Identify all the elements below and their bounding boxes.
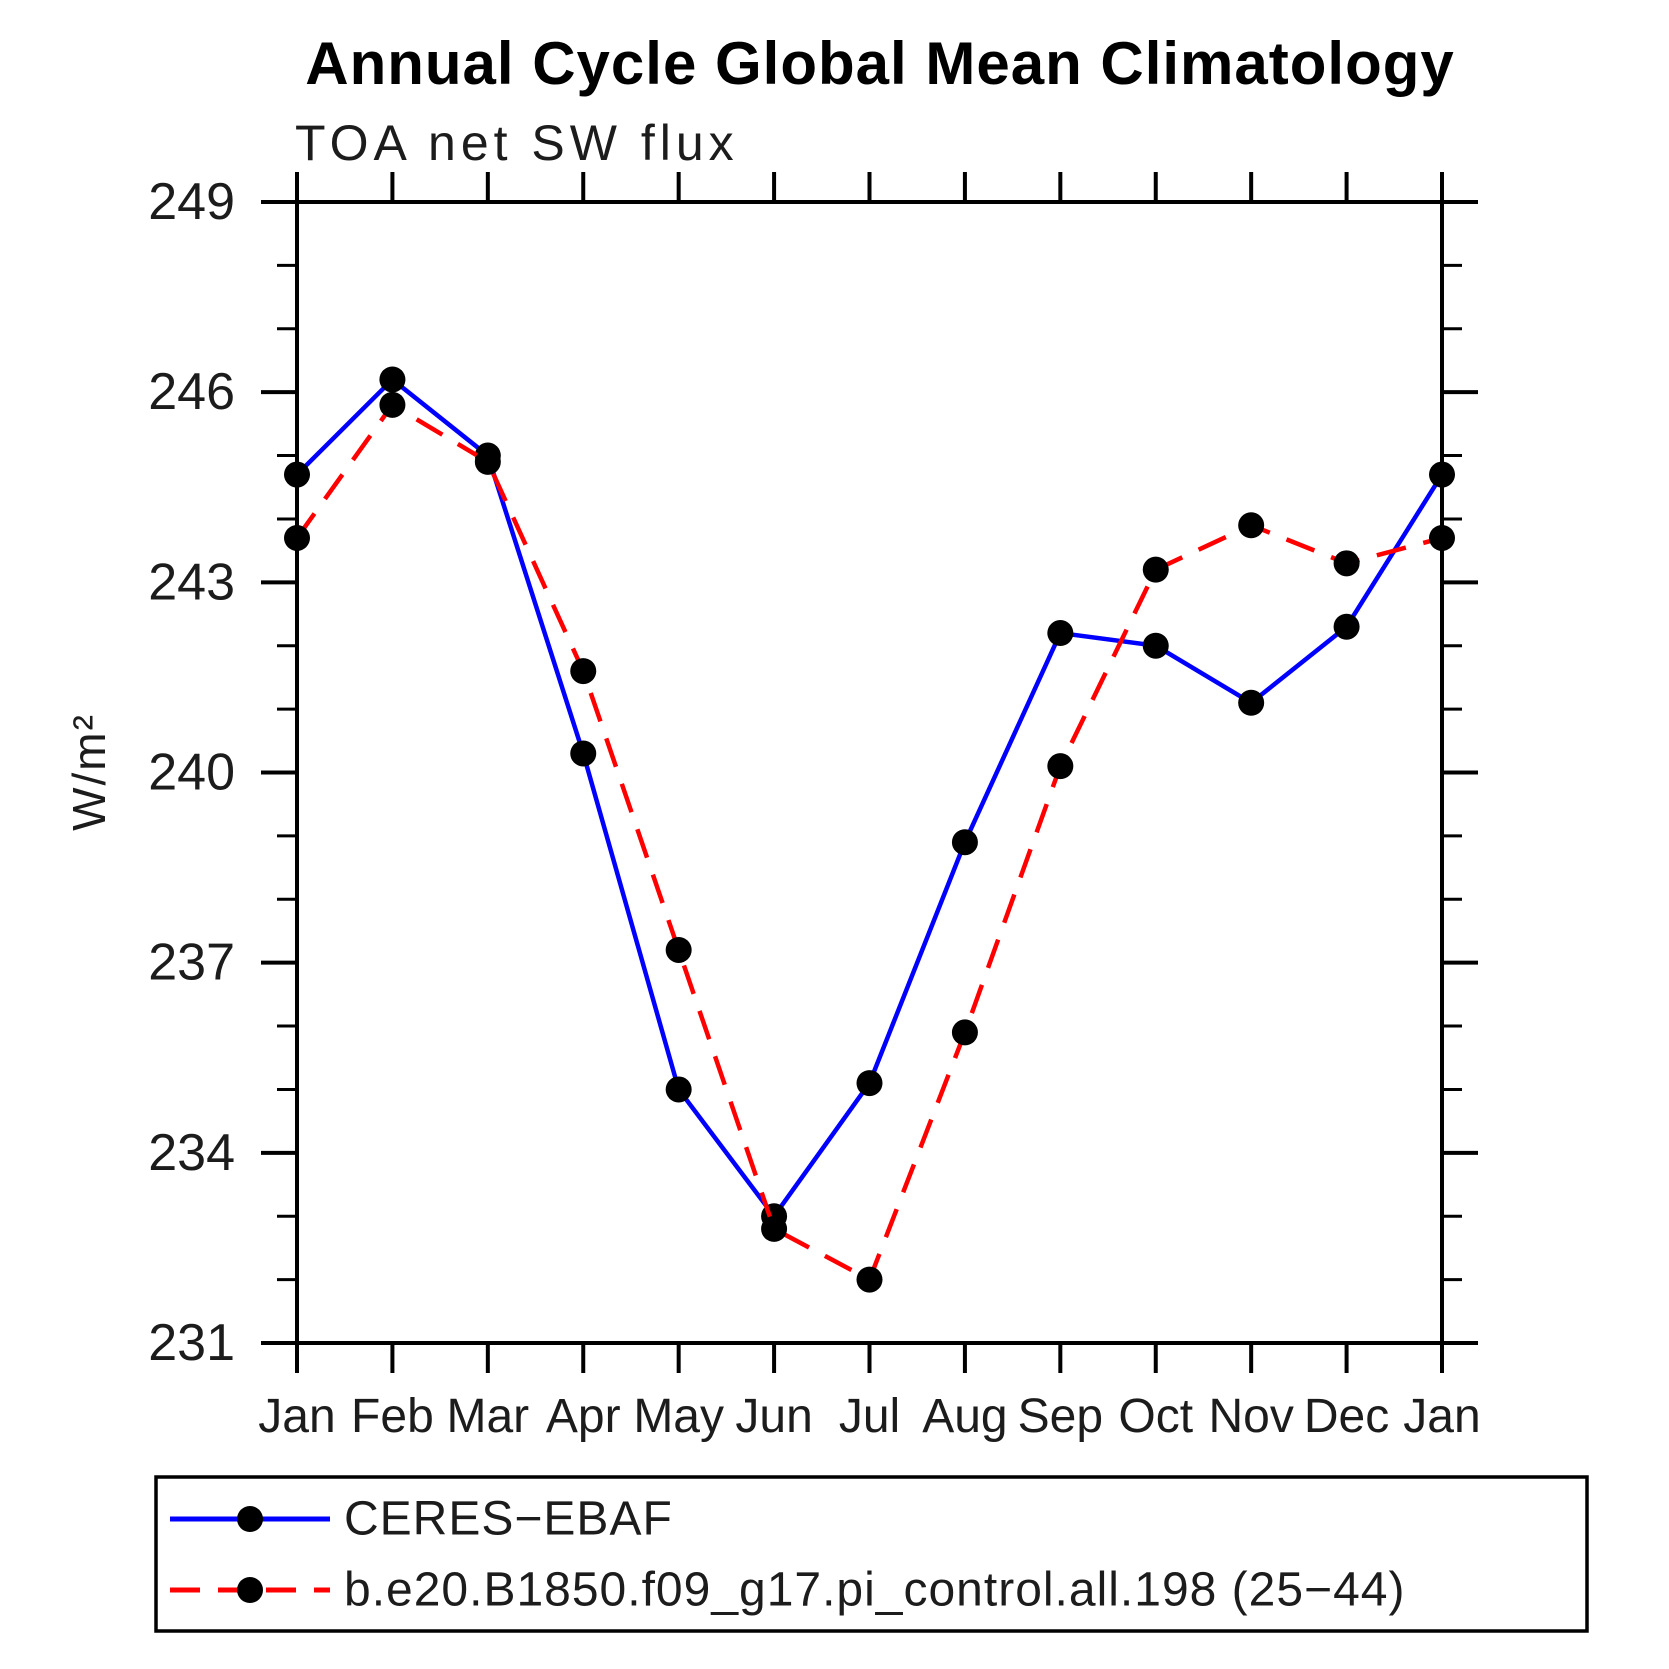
series-1-marker-Apr-3	[570, 658, 597, 685]
x-tick-label-9: Oct	[1118, 1390, 1193, 1443]
series-0-marker-Jul-6	[856, 1070, 883, 1097]
series-0-marker-Sep-8	[1047, 620, 1074, 647]
legend-box	[154, 1475, 1589, 1633]
series-1-marker-Jun-5	[761, 1215, 788, 1242]
x-tick-label-12: Jan	[1403, 1390, 1480, 1443]
y-tick-label-231: 231	[148, 1314, 235, 1372]
y-tick-label-234: 234	[148, 1124, 235, 1182]
series-1-line	[295, 402, 1443, 1282]
legend: CERES−EBAF b.e20.B1850.f09_g17.pi_contro…	[154, 1475, 1589, 1633]
series-1-marker-Dec-11	[1333, 550, 1360, 577]
chart-subtitle: TOA net SW flux	[295, 115, 739, 171]
chart-title: Annual Cycle Global Mean Climatology	[305, 30, 1455, 97]
y-tick-label-240: 240	[148, 744, 235, 802]
x-tick-label-4: May	[633, 1390, 724, 1443]
series-1-marker-Oct-9	[1142, 556, 1169, 583]
series-1-marker-Mar-2	[474, 448, 501, 475]
series-1-marker-Jan-0	[284, 524, 310, 551]
series-1-marker-Aug-7	[951, 1019, 978, 1046]
x-tick-label-11: Dec	[1304, 1390, 1389, 1443]
series-0-marker-Dec-11	[1333, 613, 1360, 640]
x-tick-label-1: Feb	[351, 1390, 434, 1443]
x-tick-label-10: Nov	[1208, 1390, 1293, 1443]
x-tick-label-6: Jul	[839, 1390, 900, 1443]
series-1-marker-May-4	[665, 936, 692, 963]
x-tick-label-0: Jan	[258, 1390, 335, 1443]
series-0-marker-Oct-9	[1142, 632, 1169, 659]
y-tick-label-243: 243	[148, 553, 235, 611]
y-tick-label-249: 249	[148, 173, 235, 231]
x-tick-label-5: Jun	[735, 1390, 812, 1443]
series-0-marker-May-4	[665, 1076, 692, 1103]
series-0-marker-Apr-3	[570, 740, 597, 767]
series-1-marker-Sep-8	[1047, 753, 1074, 780]
series-0-marker-Feb-1	[379, 366, 406, 393]
series-0-marker-Jan-12	[1429, 461, 1455, 488]
series-1-marker-Jul-6	[856, 1266, 883, 1293]
y-tick-label-246: 246	[148, 363, 235, 421]
x-tick-label-3: Apr	[546, 1390, 621, 1443]
x-tick-label-8: Sep	[1018, 1390, 1103, 1443]
x-tick-label-2: Mar	[446, 1390, 529, 1443]
y-axis-title: W/m²	[63, 713, 115, 831]
series-0-marker-Aug-7	[951, 829, 978, 856]
legend-marker-model-icon	[237, 1577, 263, 1603]
legend-label-model: b.e20.B1850.f09_g17.pi_control.all.198 (…	[344, 1564, 1405, 1617]
plot-series	[284, 366, 1455, 1293]
series-1-marker-Feb-1	[379, 391, 406, 418]
legend-marker-ceres-icon	[237, 1506, 263, 1532]
x-tick-label-7: Aug	[922, 1390, 1007, 1443]
y-tick-label-237: 237	[148, 934, 235, 992]
series-0-marker-Nov-10	[1238, 689, 1265, 716]
series-0-marker-Jan-0	[284, 461, 310, 488]
series-1-marker-Jan-12	[1429, 524, 1455, 551]
legend-label-ceres: CERES−EBAF	[344, 1493, 673, 1546]
plot-border	[295, 200, 1444, 1345]
series-1-marker-Nov-10	[1238, 512, 1265, 539]
axes: 231 234 237 240 243 246 249 Jan Feb Mar Apr May Jun J…	[148, 172, 1481, 1443]
